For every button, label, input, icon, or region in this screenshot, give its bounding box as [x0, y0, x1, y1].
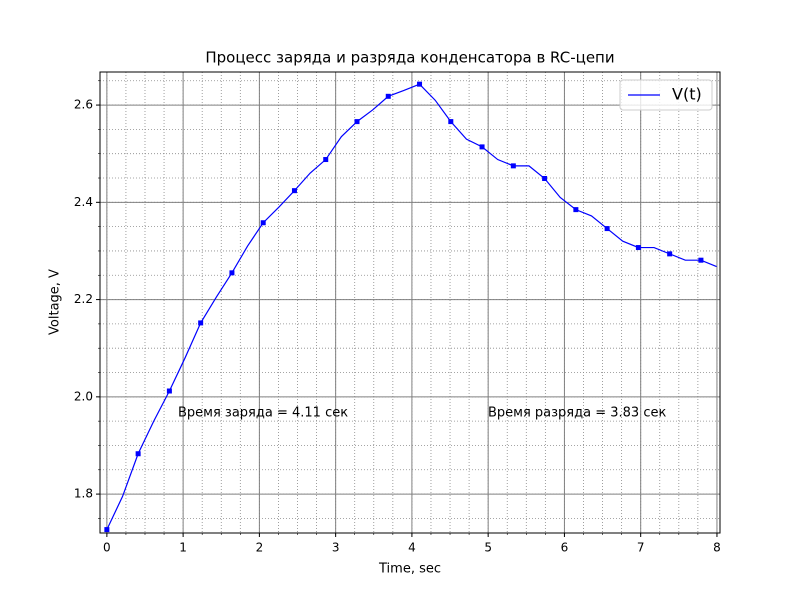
marker [166, 388, 172, 394]
marker [448, 119, 454, 125]
x-tick-label: 1 [179, 541, 187, 555]
marker [573, 207, 579, 213]
marker [323, 157, 329, 163]
plot-frame [99, 71, 721, 534]
chart-title: Процесс заряда и разряда конденсатора в … [205, 49, 614, 67]
marker [135, 451, 141, 457]
x-tick-label: 8 [713, 541, 721, 555]
y-tick-label: 2.2 [74, 292, 93, 306]
marker [385, 93, 391, 99]
legend-label: V(t) [672, 85, 702, 104]
x-tick-label: 3 [332, 541, 340, 555]
legend-box [619, 79, 713, 111]
x-tick-label: 2 [256, 541, 264, 555]
annotation: Время разряда = 3.83 сек [488, 406, 666, 421]
x-axis-label: Time, sec [378, 562, 441, 577]
marker [260, 220, 266, 226]
x-tick-label: 6 [561, 541, 569, 555]
y-tick-label: 1.8 [74, 487, 93, 501]
x-tick-label: 7 [637, 541, 645, 555]
marker [510, 163, 516, 169]
marker [698, 257, 704, 263]
marker [417, 81, 423, 87]
marker [635, 245, 641, 251]
marker [354, 119, 360, 125]
y-tick-label: 2.0 [74, 389, 93, 403]
line [106, 83, 717, 530]
marker [198, 320, 204, 326]
marker [229, 270, 235, 276]
marker [542, 175, 548, 181]
x-tick-label: 4 [408, 541, 416, 555]
y-axis-label: Voltage, V [48, 269, 63, 335]
marker [479, 144, 485, 150]
y-tick-label: 2.6 [74, 98, 93, 112]
x-tick-label: 0 [103, 541, 111, 555]
marker [104, 527, 110, 533]
annotation: Время заряда = 4.11 сек [178, 406, 348, 421]
marker [667, 251, 673, 257]
y-tick-label: 2.4 [74, 195, 93, 209]
marker [604, 226, 610, 232]
x-tick-label: 5 [484, 541, 492, 555]
marker [291, 188, 297, 194]
